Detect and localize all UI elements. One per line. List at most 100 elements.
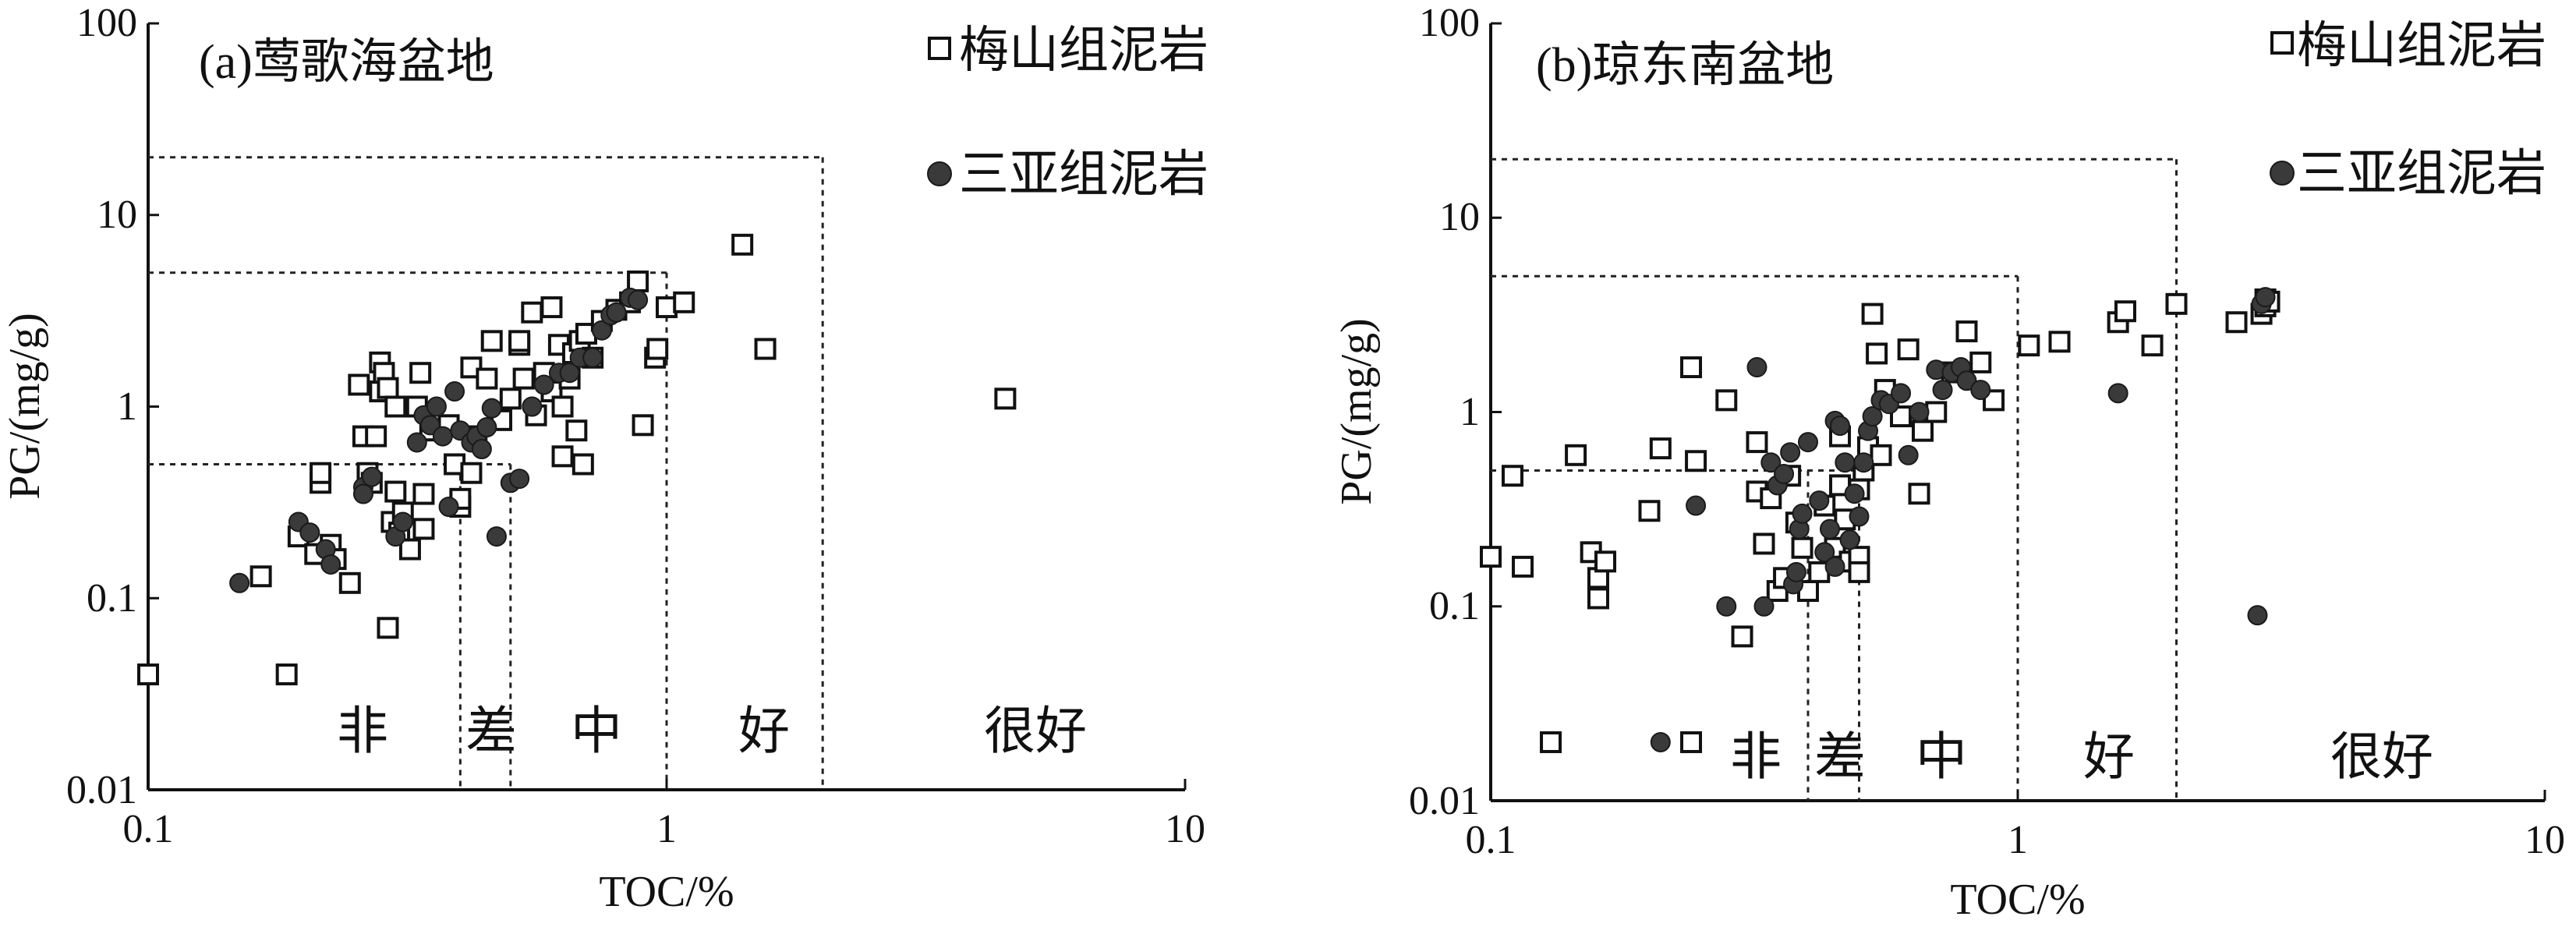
data-point-circle bbox=[299, 522, 320, 543]
y-tick-label: 1 bbox=[1460, 390, 1480, 434]
region-label-medium: 中 bbox=[1916, 729, 1967, 786]
y-tick-label: 0.01 bbox=[1409, 779, 1480, 823]
data-point-circle bbox=[444, 381, 465, 402]
data-point-circle bbox=[1970, 380, 1991, 401]
x-tick-label: 0.1 bbox=[123, 807, 174, 851]
data-point-circle bbox=[406, 432, 427, 453]
data-point-circle bbox=[1898, 444, 1919, 465]
data-point-square bbox=[632, 414, 654, 437]
data-point-circle bbox=[2107, 383, 2128, 404]
data-point-square bbox=[1480, 546, 1502, 568]
data-point-square bbox=[540, 296, 563, 319]
y-tick-label: 0.1 bbox=[87, 576, 137, 621]
x-tick-label: 10 bbox=[2525, 818, 2565, 862]
data-point-square bbox=[1649, 437, 1672, 460]
data-point-square bbox=[1908, 483, 1930, 505]
x-tick-label: 1 bbox=[2008, 818, 2028, 862]
data-point-circle bbox=[1819, 518, 1840, 540]
data-point-circle bbox=[476, 417, 497, 438]
data-point-square bbox=[1870, 444, 1892, 466]
data-point-square bbox=[1540, 731, 1562, 753]
data-point-square bbox=[551, 445, 574, 468]
data-point-square bbox=[1587, 587, 1609, 610]
data-point-square bbox=[508, 330, 531, 352]
legend-square-marker bbox=[2270, 31, 2294, 55]
data-point-circle bbox=[582, 347, 603, 368]
region-label-good: 好 bbox=[2083, 729, 2135, 786]
data-point-square bbox=[1501, 465, 1523, 487]
data-point-circle bbox=[1844, 483, 1865, 504]
data-point-circle bbox=[1835, 452, 1856, 473]
legend-label-sanya: 三亚组泥岩 bbox=[2297, 146, 2546, 201]
data-point-square bbox=[1848, 561, 1870, 583]
data-point-circle bbox=[1774, 463, 1795, 484]
data-point-circle bbox=[481, 398, 502, 419]
x-axis-title: TOC/% bbox=[1950, 876, 2085, 924]
legend-label-sanya: 三亚组泥岩 bbox=[959, 147, 1208, 202]
data-point-square bbox=[2018, 334, 2040, 357]
region-label-very-good: 很好 bbox=[984, 703, 1087, 760]
data-point-circle bbox=[1891, 383, 1912, 404]
data-point-circle bbox=[509, 469, 530, 490]
data-point-square bbox=[673, 291, 695, 313]
y-tick-label: 100 bbox=[1419, 1, 1480, 45]
x-tick-label: 10 bbox=[1165, 807, 1205, 851]
data-point-square bbox=[1715, 389, 1738, 412]
legend-square-marker bbox=[928, 37, 951, 60]
data-point-circle bbox=[361, 466, 382, 487]
data-point-circle bbox=[229, 572, 250, 593]
data-point-square bbox=[1638, 500, 1661, 522]
data-point-circle bbox=[1853, 452, 1874, 473]
data-point-circle bbox=[1650, 731, 1671, 752]
data-point-circle bbox=[486, 526, 507, 547]
data-point-square bbox=[137, 663, 159, 686]
data-point-circle bbox=[1824, 556, 1845, 577]
data-point-square bbox=[646, 338, 669, 360]
region-label-none: 非 bbox=[337, 703, 388, 760]
data-point-circle bbox=[1746, 357, 1767, 378]
data-point-square bbox=[1685, 450, 1707, 472]
data-point-square bbox=[1897, 338, 1920, 361]
data-point-square bbox=[571, 453, 594, 476]
data-point-square bbox=[731, 233, 754, 256]
x-tick-label: 0.1 bbox=[1466, 818, 1516, 862]
data-point-square bbox=[994, 387, 1017, 410]
data-point-square bbox=[1565, 444, 1587, 466]
legend-circle-marker bbox=[2270, 161, 2295, 186]
data-point-square bbox=[551, 395, 574, 418]
data-point-square bbox=[377, 377, 399, 399]
data-point-circle bbox=[1797, 432, 1818, 453]
data-point-square bbox=[384, 480, 407, 503]
data-point-square bbox=[384, 395, 407, 418]
data-point-circle bbox=[1809, 490, 1830, 511]
data-point-circle bbox=[1785, 561, 1806, 582]
y-tick-label: 10 bbox=[1439, 195, 1480, 239]
data-point-square bbox=[1955, 320, 1978, 343]
y-tick-label: 100 bbox=[76, 1, 137, 45]
y-axis-title: PG/(mg/g) bbox=[1332, 318, 1381, 505]
data-point-circle bbox=[1814, 542, 1835, 563]
data-point-square bbox=[338, 571, 361, 594]
data-point-circle bbox=[1760, 452, 1782, 473]
data-point-circle bbox=[1932, 380, 1953, 401]
data-point-circle bbox=[1909, 402, 1930, 423]
data-point-square bbox=[412, 518, 435, 540]
data-point-circle bbox=[559, 363, 580, 384]
data-point-square bbox=[480, 330, 503, 352]
data-point-circle bbox=[438, 496, 459, 517]
data-point-circle bbox=[628, 289, 649, 310]
data-point-square bbox=[627, 270, 649, 292]
legend-circle-marker bbox=[927, 161, 952, 186]
data-point-square bbox=[1753, 532, 1775, 555]
data-point-circle bbox=[1792, 503, 1813, 524]
data-point-square bbox=[365, 425, 387, 448]
data-point-square bbox=[1861, 303, 1884, 325]
data-point-square bbox=[1912, 419, 1934, 442]
data-point-square bbox=[412, 483, 435, 505]
data-point-circle bbox=[1956, 370, 1977, 391]
data-point-square bbox=[2141, 334, 2164, 357]
region-label-medium: 中 bbox=[571, 703, 622, 760]
data-point-square bbox=[565, 419, 588, 442]
data-point-square bbox=[476, 367, 498, 390]
data-point-square bbox=[2225, 311, 2248, 334]
